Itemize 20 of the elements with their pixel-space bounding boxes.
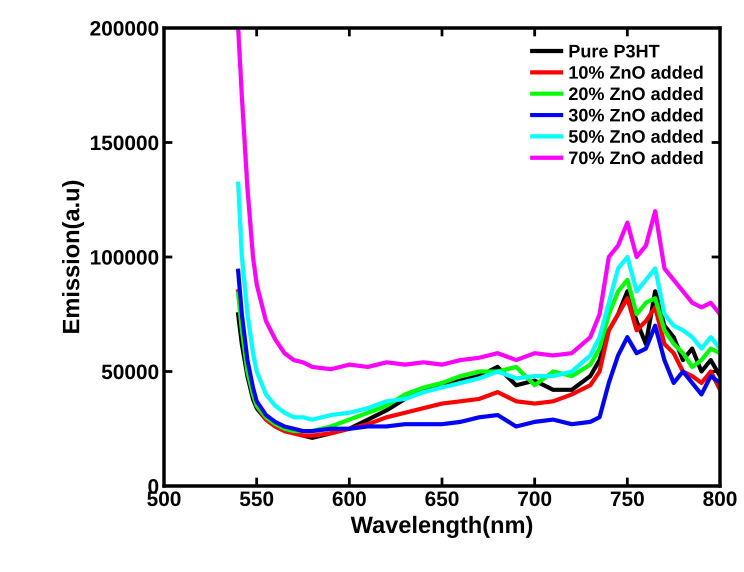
- legend-label: 70% ZnO added: [569, 150, 703, 164]
- y-tick-label: 150000: [90, 136, 158, 150]
- y-tick-label: 200000: [90, 21, 158, 36]
- x-tick-label: 750: [610, 491, 644, 506]
- y-tick-label: 50000: [102, 364, 158, 380]
- legend-label: 30% ZnO added: [568, 108, 703, 122]
- legend-label: 50% ZnO added: [568, 130, 703, 143]
- x-tick-label: 550: [240, 491, 274, 506]
- y-tick-label: 100000: [90, 250, 158, 265]
- legend-label: 20% ZnO added: [568, 86, 703, 100]
- x-axis-title: Wavelength(nm): [350, 516, 532, 538]
- x-tick-label: 800: [703, 491, 737, 506]
- x-tick-label: 600: [332, 491, 366, 506]
- x-tick-label: 650: [425, 491, 459, 506]
- x-tick-label: 700: [518, 491, 552, 506]
- line-series: [236, 28, 720, 372]
- line-series: [236, 182, 720, 422]
- legend-label: 10% ZnO added: [569, 66, 703, 79]
- legend-label: Pure P3HT: [570, 44, 660, 58]
- y-axis-title: Emission(a.u): [62, 180, 84, 333]
